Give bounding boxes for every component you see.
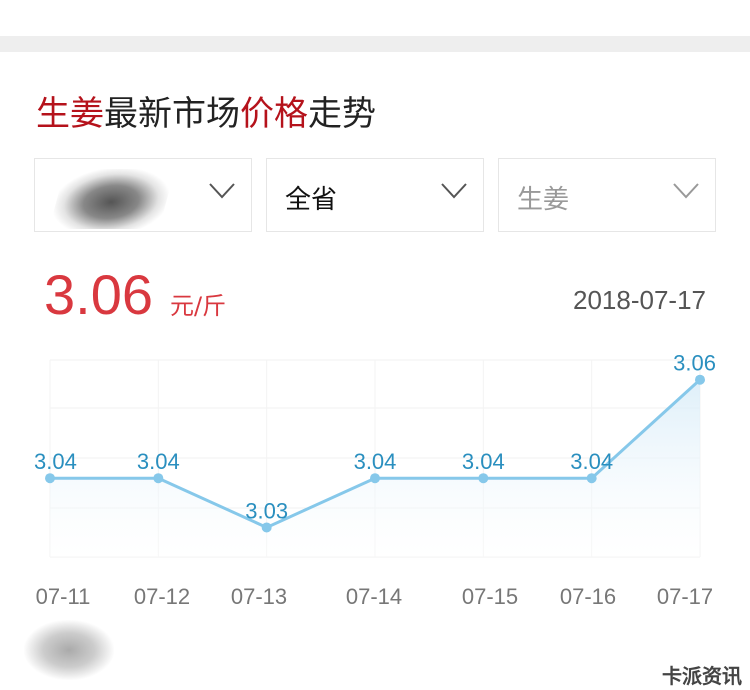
data-point	[370, 473, 380, 484]
data-point	[586, 473, 597, 484]
watermark: 卡派资讯	[662, 664, 742, 688]
title-highlight: 价格	[240, 94, 308, 134]
x-tick-label: 07-15	[462, 584, 518, 609]
select-value: 全省	[285, 185, 338, 215]
title-highlight: 生姜	[36, 94, 104, 134]
top-divider	[0, 36, 750, 52]
data-point	[153, 473, 164, 484]
x-tick-label: 07-12	[134, 584, 190, 609]
data-label: 3.04	[137, 449, 180, 474]
province-select[interactable]: 全省	[266, 158, 484, 232]
price-trend-chart: 3.04 07-11 3.04 07-12 3.03 07-13 3.04 07-14 3.04…	[34, 351, 716, 609]
blurred-content	[24, 620, 114, 680]
x-tick-label: 07-16	[560, 584, 616, 609]
page-title: 生姜最新市场价格走势	[36, 86, 376, 135]
chevron-down-icon	[673, 183, 699, 199]
data-label: 3.03	[245, 498, 288, 523]
area-fill	[50, 379, 700, 557]
data-label: 3.06	[673, 351, 716, 376]
title-text: 最新市场	[104, 94, 240, 134]
price-date: 2018-07-17	[573, 285, 706, 315]
data-point	[45, 473, 55, 484]
blurred-value	[48, 169, 176, 229]
data-label: 3.04	[354, 449, 397, 474]
x-tick-label: 07-14	[346, 584, 402, 609]
product-select[interactable]: 生姜	[498, 158, 716, 232]
chevron-down-icon	[209, 183, 235, 199]
x-tick-label: 07-11	[36, 584, 91, 609]
title-text: 走势	[308, 94, 376, 134]
data-point	[695, 374, 705, 385]
select-value: 生姜	[517, 185, 570, 215]
data-point	[478, 473, 489, 484]
chevron-down-icon	[441, 183, 467, 199]
data-label: 3.04	[34, 449, 77, 474]
price-unit: 元/斤	[170, 292, 227, 320]
data-label: 3.04	[570, 449, 613, 474]
region-select[interactable]	[34, 158, 252, 232]
data-label: 3.04	[462, 449, 505, 474]
current-price: 3.06	[44, 263, 153, 326]
data-point	[261, 522, 272, 533]
x-tick-label: 07-13	[231, 584, 287, 609]
x-tick-label: 07-17	[657, 584, 713, 609]
